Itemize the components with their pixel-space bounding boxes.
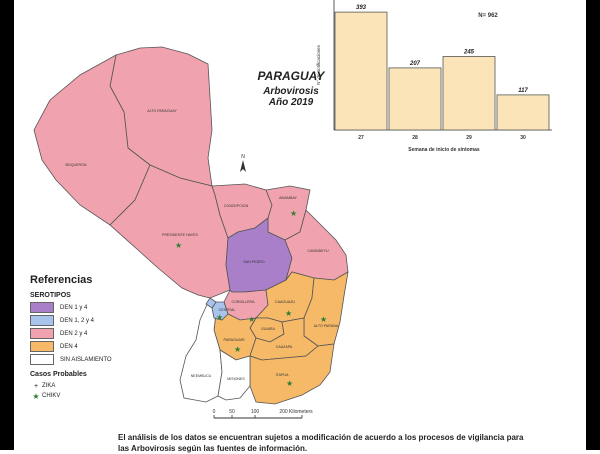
scale-bar: 0 50 100 200 Kilometers bbox=[213, 409, 313, 419]
chikv-star-icon: ★ bbox=[216, 313, 223, 322]
title-country: PARAGUAY bbox=[257, 69, 325, 83]
label-boqueron: BOQUERON bbox=[66, 163, 87, 167]
svg-text:200 Kilometers: 200 Kilometers bbox=[279, 409, 313, 415]
legend-heading: Referencias bbox=[30, 274, 93, 286]
legend-swatch bbox=[30, 328, 54, 339]
left-border bbox=[0, 0, 14, 450]
chikv-star-icon: ★ bbox=[320, 315, 327, 324]
svg-text:N: N bbox=[241, 154, 245, 160]
map-legend: Referencias SEROTIPOS DEN 1 y 4 DEN 1, 2… bbox=[30, 274, 180, 401]
legend-label: DEN 1 y 4 bbox=[60, 304, 88, 311]
legend-swatch bbox=[30, 315, 54, 326]
legend-label: SIN AISLAMIENTO bbox=[60, 356, 112, 363]
x-tick-label: 29 bbox=[466, 135, 472, 141]
chikv-star-icon: ★ bbox=[290, 209, 297, 218]
region-neembucu[interactable] bbox=[179, 296, 223, 403]
legend-item: DEN 4 bbox=[30, 341, 180, 352]
bar-week-28 bbox=[388, 67, 442, 131]
chikv-star-icon: ★ bbox=[285, 309, 292, 318]
label-san-pedro: SAN PEDRO bbox=[243, 260, 264, 264]
label-canindeyu: CANINDEYU bbox=[307, 249, 329, 253]
zika-plus-icon: + bbox=[33, 382, 39, 390]
legend-item: DEN 1, 2 y 4 bbox=[30, 315, 180, 326]
notifications-bar-chart: N° de notificaciones Semana de inicio de… bbox=[316, 0, 552, 153]
label-presidente-hayes: PRESIDENTE HAYES bbox=[162, 233, 198, 237]
svg-text:0: 0 bbox=[213, 409, 216, 415]
label-central: CENTRAL bbox=[219, 308, 236, 312]
x-tick-label: 30 bbox=[520, 135, 526, 141]
north-arrow-icon: N bbox=[240, 154, 246, 172]
label-amambay: AMAMBAY bbox=[279, 196, 297, 200]
label-itapua: ITAPUA bbox=[276, 373, 289, 377]
bar-week-29 bbox=[442, 56, 496, 131]
region-itapua[interactable] bbox=[249, 343, 335, 405]
legend-label: DEN 2 y 4 bbox=[60, 330, 88, 337]
label-caazapa: CAAZAPA bbox=[276, 345, 293, 349]
map-title: PARAGUAY Arbovirosis Año 2019 bbox=[236, 69, 346, 109]
label-neembucu: NEEMBUCU bbox=[191, 374, 212, 378]
label-alto-paraguay: ALTO PARAGUAY bbox=[147, 109, 177, 113]
department-labels: ALTO PARAGUAY BOQUERON PRESIDENTE HAYES … bbox=[66, 109, 339, 381]
region-boqueron[interactable] bbox=[33, 54, 151, 226]
label-paraguari: PARAGUARI bbox=[224, 338, 245, 342]
legend-item: SIN AISLAMIENTO bbox=[30, 354, 180, 365]
chart-annotation: N= 962 bbox=[478, 13, 498, 19]
bar-value-label: 393 bbox=[356, 5, 367, 11]
bar-value-label: 245 bbox=[463, 50, 475, 56]
bar-week-27 bbox=[334, 11, 388, 131]
label-guaira: GUAIRA bbox=[261, 327, 275, 331]
chikv-star-icon: ★ bbox=[32, 391, 40, 401]
label-misiones: MISIONES bbox=[227, 377, 245, 381]
region-misiones[interactable] bbox=[217, 349, 251, 401]
label-alto-parana: ALTO PARANA bbox=[314, 324, 339, 328]
y-axis-label: N° de notificaciones bbox=[316, 44, 321, 85]
chikv-star-icon: ★ bbox=[234, 345, 241, 354]
x-tick-label: 27 bbox=[358, 135, 364, 141]
legend-item: ★ CHIKV bbox=[30, 391, 180, 401]
label-caaguazu: CAAGUAZU bbox=[275, 300, 295, 304]
title-subject: Arbovirosis bbox=[263, 86, 319, 98]
legend-serotypes-title: SEROTIPOS bbox=[30, 292, 71, 299]
chikv-star-icon: ★ bbox=[248, 315, 255, 324]
title-year: Año 2019 bbox=[268, 97, 314, 109]
x-axis-label: Semana de inicio de síntomas bbox=[408, 147, 480, 153]
chikv-star-icon: ★ bbox=[175, 241, 182, 250]
label-cordillera: CORDILLERA bbox=[232, 300, 256, 304]
x-tick-label: 28 bbox=[412, 135, 418, 141]
legend-swatch bbox=[30, 341, 54, 352]
legend-swatch bbox=[30, 302, 54, 313]
svg-text:100: 100 bbox=[251, 409, 260, 415]
svg-text:50: 50 bbox=[229, 409, 235, 415]
legend-item: DEN 1 y 4 bbox=[30, 302, 180, 313]
chikv-markers: ★ ★ ★ ★ ★ ★ ★ ★ bbox=[175, 209, 327, 388]
legend-label: CHIKV bbox=[42, 393, 61, 399]
legend-cases-title: Casos Probables bbox=[30, 371, 87, 378]
legend-label: DEN 4 bbox=[60, 343, 78, 350]
region-asuncion[interactable] bbox=[205, 297, 217, 309]
bar-week-30 bbox=[496, 94, 550, 131]
legend-label: ZIKA bbox=[42, 383, 56, 389]
legend-label: DEN 1, 2 y 4 bbox=[60, 317, 95, 324]
legend-item: DEN 2 y 4 bbox=[30, 328, 180, 339]
bar-value-label: 117 bbox=[518, 88, 528, 94]
legend-swatch bbox=[30, 354, 54, 365]
bar-value-label: 207 bbox=[409, 61, 421, 67]
chikv-star-icon: ★ bbox=[286, 379, 293, 388]
disclaimer-text: El análisis de los datos se encuentran s… bbox=[118, 433, 524, 453]
legend-item: + ZIKA bbox=[30, 381, 180, 391]
label-concepcion: CONCEPCION bbox=[224, 204, 249, 208]
right-border bbox=[586, 0, 600, 450]
